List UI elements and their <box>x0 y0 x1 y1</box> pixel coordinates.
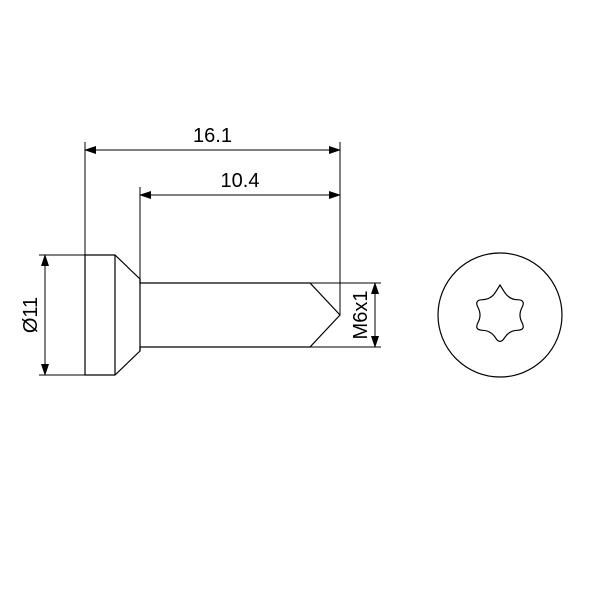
dim-head-diameter: Ø11 <box>20 255 85 375</box>
dim-total-length-value: 16.1 <box>193 125 232 147</box>
dim-total-length: 16.1 <box>85 125 340 315</box>
screw-side-view <box>85 255 340 375</box>
dim-shank-length: 10.4 <box>140 150 340 279</box>
dim-shank-length-value: 10.4 <box>221 170 260 192</box>
dim-thread-value: M6x1 <box>350 291 372 340</box>
dim-thread: M6x1 <box>310 283 381 347</box>
screw-top-view <box>438 253 562 377</box>
dim-head-diameter-value: Ø11 <box>20 297 42 333</box>
